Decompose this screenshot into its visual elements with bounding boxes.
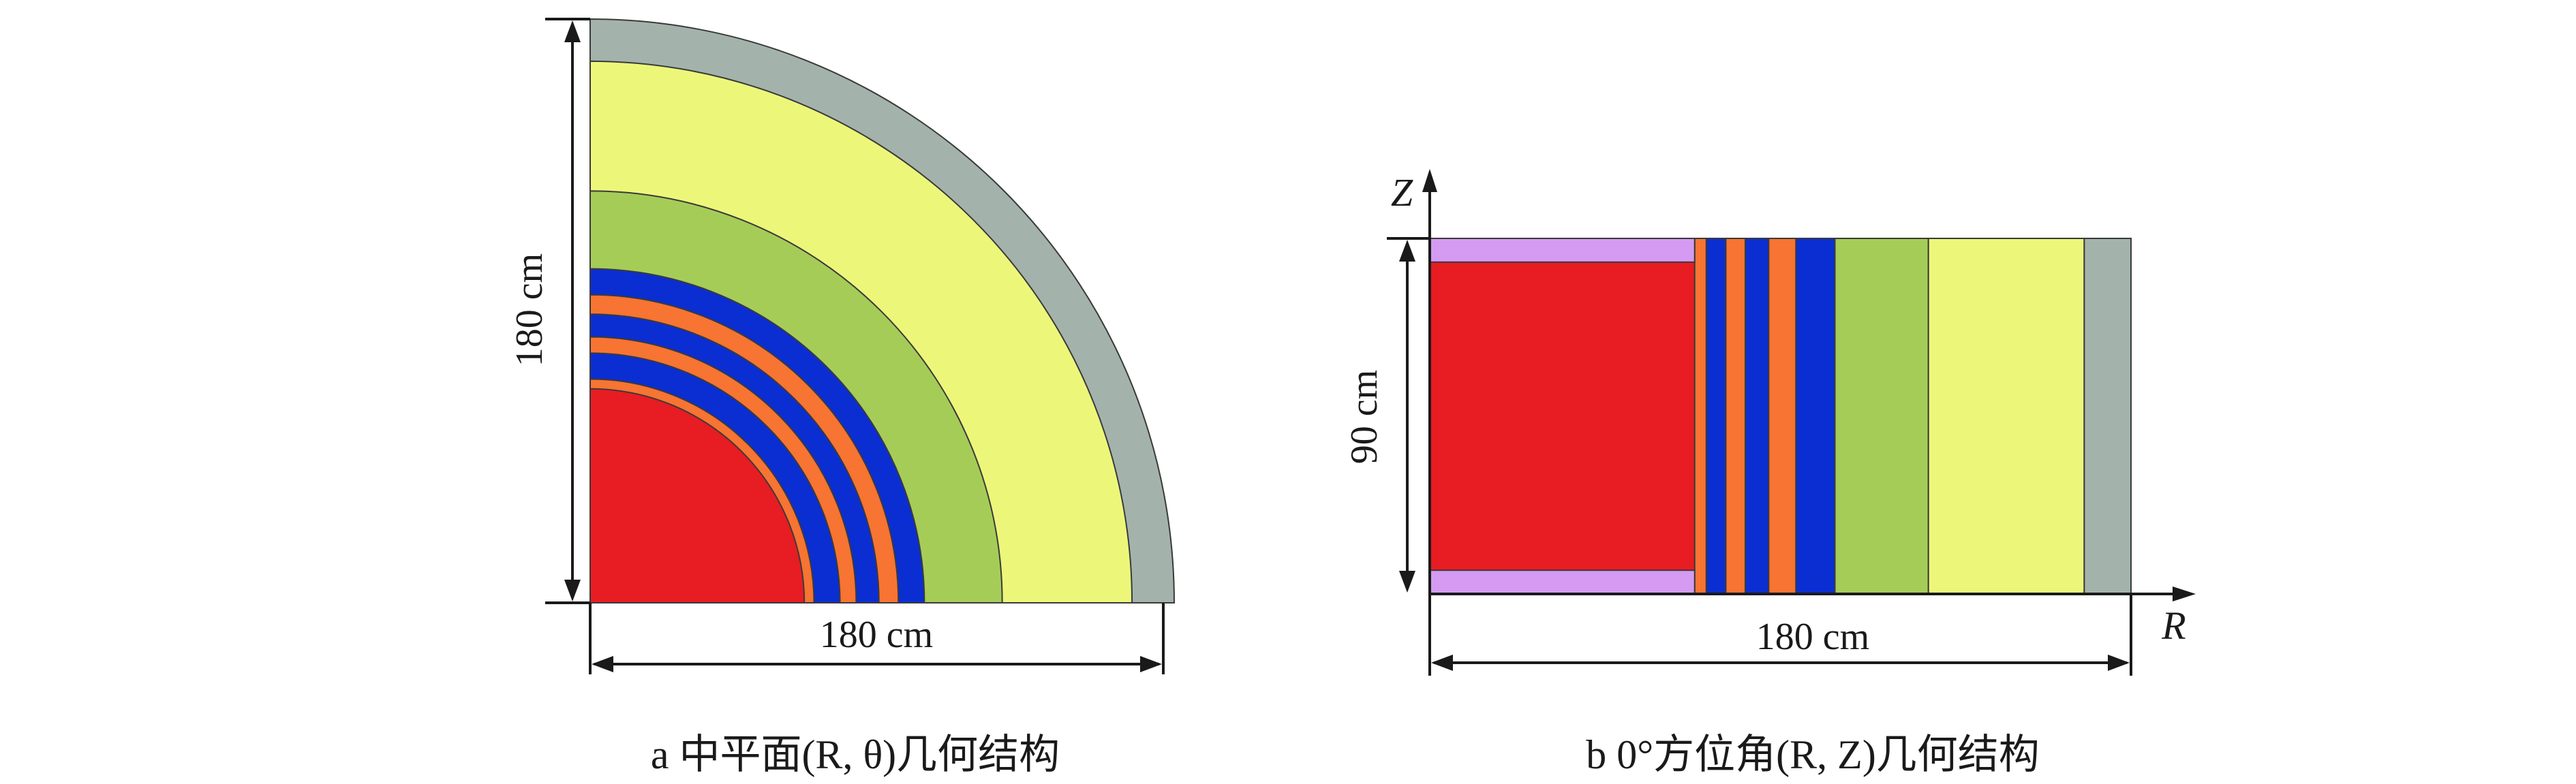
column-layer-red bbox=[1429, 238, 1696, 595]
top-cap bbox=[1429, 238, 1696, 263]
column-layer-blue bbox=[1705, 238, 1727, 595]
column-layer-grey bbox=[2083, 238, 2132, 595]
vertical-dimension-arrow bbox=[564, 20, 581, 601]
column-layer-yellow bbox=[1927, 238, 2085, 595]
vertical-dimension-label: 90 cm bbox=[1343, 370, 1385, 464]
panel-a-quarter-section: 180 cm 180 cm a 中平面(R, θ)几何结构 bbox=[508, 18, 1176, 777]
concentric-layers bbox=[589, 18, 1176, 603]
column-layer-blue bbox=[1745, 238, 1770, 595]
column-layer-orange bbox=[1693, 238, 1707, 595]
bottom-cap bbox=[1429, 569, 1696, 595]
column-layer-green bbox=[1834, 238, 1929, 595]
panel-b-rz-section: Z R 90 cm 180 cm b 0°方位角(R, Z)几何结构 bbox=[1343, 169, 2196, 777]
horizontal-dimension-arrow bbox=[1431, 655, 2130, 671]
r-axis bbox=[1430, 586, 2196, 601]
horizontal-dimension-label: 180 cm bbox=[820, 614, 933, 656]
column-layer-blue bbox=[1795, 238, 1836, 595]
column-layer-orange bbox=[1768, 238, 1797, 595]
horizontal-dimension-label: 180 cm bbox=[1756, 616, 1869, 658]
panel-a-caption: a 中平面(R, θ)几何结构 bbox=[651, 732, 1060, 777]
vertical-dimension-label: 180 cm bbox=[508, 253, 551, 366]
panel-b-caption: b 0°方位角(R, Z)几何结构 bbox=[1586, 732, 2040, 777]
r-axis-label: R bbox=[2161, 603, 2186, 648]
column-layer-orange bbox=[1725, 238, 1747, 595]
vertical-dimension-arrow bbox=[1399, 240, 1415, 593]
horizontal-dimension-arrow bbox=[592, 656, 1162, 672]
z-axis bbox=[1422, 169, 1437, 594]
z-axis-label: Z bbox=[1391, 170, 1413, 215]
ring-layer-red bbox=[589, 388, 806, 603]
radial-layers bbox=[1429, 238, 2132, 595]
